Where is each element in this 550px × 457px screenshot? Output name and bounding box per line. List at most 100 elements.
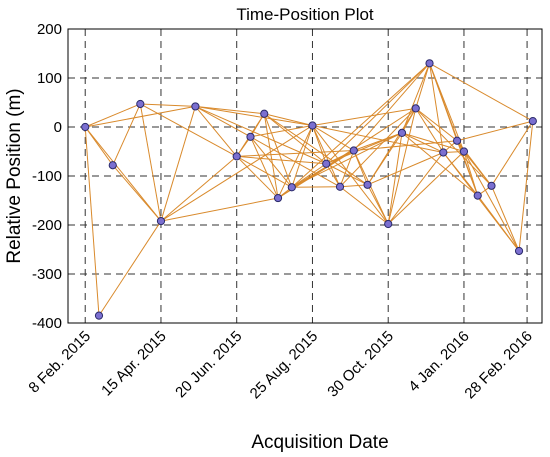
connection-edge (339, 186, 389, 225)
y-tick-label: 0 (54, 119, 62, 136)
connection-edge (326, 163, 368, 186)
data-point (411, 104, 420, 113)
connection-edge (139, 103, 162, 222)
connection-edge (415, 108, 444, 153)
x-tick-label: 25 Aug. 2015 (247, 328, 322, 403)
connection-edge (160, 156, 238, 222)
plot-frame (67, 28, 543, 324)
data-point (514, 246, 524, 256)
connection-edge (401, 132, 444, 153)
y-axis-label: Relative Position (m) (4, 88, 25, 263)
connection-edge (85, 103, 141, 128)
connection-edge (415, 108, 492, 187)
data-point (384, 219, 393, 229)
connection-edge (195, 106, 238, 157)
data-point (363, 180, 372, 189)
connection-edge (477, 195, 520, 252)
chart-title: Time-Position Plot (236, 5, 374, 24)
connection-edge (160, 125, 313, 222)
connection-edge (312, 107, 416, 127)
connection-edge (250, 125, 313, 138)
data-point (397, 128, 407, 137)
data-point (452, 136, 462, 145)
y-tick-label: -200 (32, 217, 62, 234)
connection-edge (263, 113, 279, 199)
x-tick-label: 20 Jun. 2015 (172, 328, 245, 401)
connection-edge (353, 62, 430, 151)
data-point (473, 191, 482, 200)
connection-edge (236, 150, 354, 157)
connection-edge (491, 185, 520, 252)
connection-edge (98, 220, 162, 316)
connection-edge (339, 150, 355, 187)
x-tick-label: 4 Jan. 2016 (405, 328, 472, 395)
connection-edge (339, 108, 417, 188)
y-tick-label: -300 (32, 266, 62, 283)
connection-edge (112, 164, 162, 222)
connection-edge (367, 152, 444, 186)
connection-edge (291, 125, 313, 188)
x-tick-label: 30 Oct. 2015 (324, 328, 397, 401)
y-tick-labels: 200 100 0 -100 -200 -300 -400 (32, 21, 62, 332)
data-point (425, 59, 434, 68)
data-point (260, 109, 269, 118)
data-point (322, 159, 331, 168)
data-point (156, 216, 166, 226)
x-tick-label: 28 Feb. 2016 (461, 328, 536, 403)
connection-edge (160, 197, 279, 222)
data-point (459, 147, 469, 156)
x-tick-label: 15 Apr. 2015 (98, 328, 170, 400)
connection-edge (401, 132, 465, 152)
x-tick-labels: 8 Feb. 2015 15 Apr. 2015 20 Jun. 2015 25 Au… (25, 328, 535, 403)
connection-edge (84, 126, 100, 316)
connection-edge (429, 63, 444, 153)
connection-edge (250, 136, 279, 199)
connection-edge (463, 151, 520, 252)
data-point (81, 122, 90, 132)
data-point (232, 152, 241, 161)
connection-edge (312, 125, 444, 153)
connection-edge (250, 113, 265, 138)
connection-edge (429, 62, 534, 122)
connection-edge (456, 120, 533, 142)
y-tick-label: 200 (37, 21, 62, 38)
connection-edge (264, 113, 313, 127)
data-point (136, 99, 145, 109)
connection-edge (85, 105, 196, 128)
connection-edge (401, 108, 417, 134)
connection-edge (291, 62, 430, 188)
data-point (191, 102, 200, 111)
data-point (246, 132, 255, 141)
connection-edge (195, 105, 313, 127)
connection-edge (195, 105, 265, 115)
connection-edge (401, 132, 479, 196)
data-point (108, 161, 117, 170)
data-point (487, 181, 496, 190)
connection-edge (339, 184, 368, 188)
connection-edge (312, 125, 389, 225)
connection-edge (367, 108, 417, 186)
connection-edge (387, 132, 403, 225)
connection-edge (401, 63, 430, 134)
data-point (349, 146, 358, 155)
data-point (439, 148, 448, 157)
connection-edge (263, 113, 293, 188)
connection-edge (236, 156, 279, 199)
connection-edge (353, 132, 403, 151)
connection-edge (463, 151, 492, 187)
data-point (94, 311, 104, 320)
data-points (81, 59, 537, 320)
data-point (273, 193, 283, 203)
connection-edge (325, 163, 341, 188)
connection-edge (263, 113, 368, 186)
connection-edge (277, 125, 313, 199)
connection-edge (325, 62, 430, 165)
connection-edge (387, 152, 444, 225)
connection-edge (263, 113, 327, 165)
connection-edge (491, 120, 534, 187)
y-tick-label: -100 (32, 168, 62, 185)
connection-edge (195, 105, 251, 138)
x-axis-label: Acquisition Date (251, 432, 388, 453)
connection-edge (415, 107, 458, 142)
